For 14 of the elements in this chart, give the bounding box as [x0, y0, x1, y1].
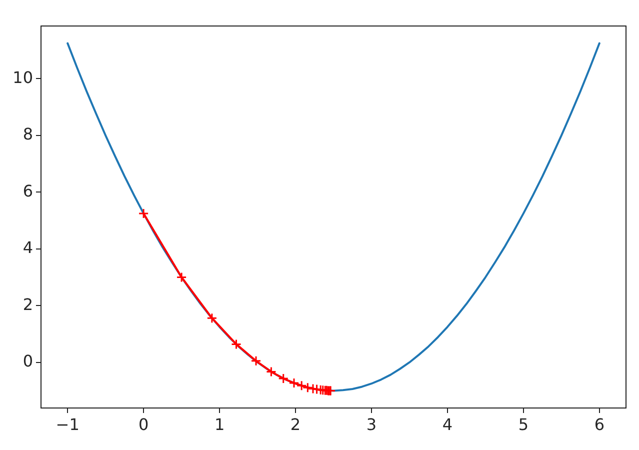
y-tick-label: 2	[22, 294, 33, 314]
x-tick-label: 4	[442, 414, 453, 434]
x-tick-label: −1	[56, 414, 80, 434]
x-tick-label: 3	[366, 414, 377, 434]
x-tick-label: 0	[138, 414, 149, 434]
y-tick-label: 0	[22, 352, 33, 370]
x-tick-label: 5	[518, 414, 529, 434]
x-tick-label: 6	[594, 414, 605, 434]
y-tick-label: 6	[22, 181, 33, 200]
x-tick-label: 1	[214, 414, 225, 434]
y-tick-label: 10	[12, 68, 33, 87]
y-tick-label: 4	[22, 238, 33, 258]
x-tick-label: 2	[290, 414, 301, 434]
y-tick-label: 8	[22, 124, 33, 144]
